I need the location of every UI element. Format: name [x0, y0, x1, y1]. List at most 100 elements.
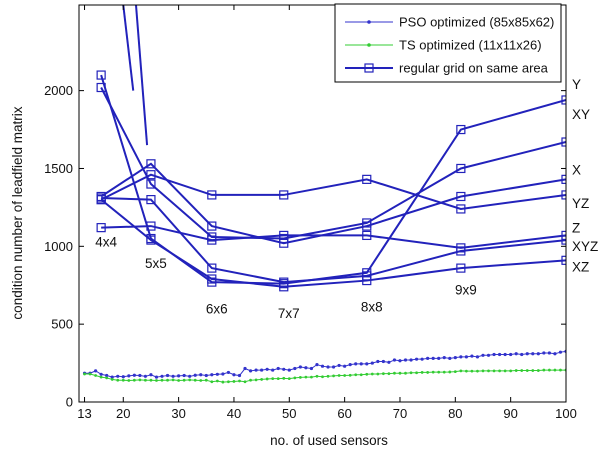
regular-grid-marker	[146, 195, 156, 205]
regular-grid-marker	[561, 190, 566, 200]
ts-point	[464, 369, 468, 373]
ts-point	[553, 368, 557, 372]
axes-frame	[78, 4, 567, 403]
regular-grid-offchart-line	[122, 5, 135, 91]
regular-grid-marker	[207, 190, 217, 200]
pso-point	[453, 356, 457, 360]
pso-point	[553, 352, 557, 356]
pso-point	[315, 363, 319, 367]
series-label-xz: XZ	[572, 259, 589, 274]
pso-point	[215, 372, 219, 376]
regular-grid-marker	[207, 235, 217, 245]
pso-point	[243, 366, 247, 371]
pso-point	[337, 363, 341, 368]
ts-point	[127, 379, 131, 382]
pso-point	[105, 373, 109, 378]
ts-point	[304, 375, 308, 379]
regular-grid-offchart-line	[135, 5, 149, 146]
regular-grid-marker	[207, 221, 217, 231]
series-label-xy: XY	[572, 107, 590, 122]
ts-point	[381, 372, 385, 376]
ts-point	[453, 370, 457, 374]
legend-swatch-marker	[364, 63, 374, 73]
ts-point	[149, 378, 153, 382]
ts-point	[359, 373, 363, 377]
ts-point	[409, 371, 413, 375]
regular-grid-marker	[561, 230, 566, 241]
pso-point	[442, 356, 446, 360]
ts-point	[470, 369, 474, 373]
ts-point	[310, 375, 313, 379]
legend-swatch-marker	[367, 43, 371, 47]
ts-point	[182, 378, 186, 382]
pso-point	[387, 360, 391, 364]
ts-point	[365, 372, 369, 376]
regular-grid-line-y	[100, 74, 566, 285]
regular-grid-marker	[456, 204, 466, 214]
ts-point	[171, 378, 175, 382]
regular-grid-marker	[456, 163, 466, 174]
x-tick-label: 20	[116, 406, 130, 421]
series-label-y: Y	[572, 77, 581, 92]
ts-point	[276, 377, 280, 381]
legend: PSO optimized (85x85x62) TS optimized (11…	[334, 3, 562, 83]
regular-grid-marker	[96, 223, 106, 233]
pso-point	[464, 355, 468, 359]
pso-point	[165, 373, 170, 378]
ts-series-line	[84, 369, 566, 383]
regular-grid-marker	[561, 95, 566, 105]
ts-point	[398, 371, 402, 375]
ts-point	[83, 372, 86, 376]
pso-point	[177, 374, 181, 378]
ts-point	[420, 371, 424, 374]
ts-point	[509, 369, 513, 373]
ts-point	[448, 370, 452, 374]
pso-point	[287, 368, 291, 372]
regular-grid-line-xy	[100, 87, 566, 240]
ts-point	[343, 374, 347, 377]
ts-point	[298, 376, 302, 379]
ts-point	[492, 369, 496, 373]
ts-point	[121, 378, 125, 382]
ts-point	[144, 378, 147, 382]
ts-point	[415, 371, 418, 375]
pso-point	[542, 351, 546, 355]
ts-point	[542, 368, 546, 372]
ts-point	[431, 370, 435, 374]
pso-point	[265, 367, 269, 371]
pso-point	[514, 352, 518, 356]
ts-point	[88, 372, 92, 376]
pso-point	[354, 362, 358, 366]
pso-point	[558, 350, 563, 354]
x-tick-label: 60	[337, 406, 351, 421]
grid-size-annotation: 5x5	[145, 256, 167, 271]
x-tick-label: 100	[555, 406, 577, 421]
grid-size-annotation: 6x6	[206, 301, 228, 316]
pso-point	[160, 374, 164, 378]
series-label-xyz: XYZ	[572, 239, 598, 254]
regular-grid-marker	[561, 137, 566, 147]
regular-grid-marker	[146, 179, 156, 189]
ts-point	[177, 379, 181, 382]
ts-point	[387, 372, 391, 376]
pso-point	[525, 352, 529, 356]
pso-point	[138, 373, 142, 378]
ts-point	[354, 373, 358, 377]
pso-point	[536, 352, 540, 356]
pso-point	[121, 375, 125, 379]
ts-point	[287, 377, 291, 381]
pso-point	[110, 375, 114, 379]
pso-point	[414, 357, 419, 361]
pso-point	[210, 373, 214, 377]
pso-point	[293, 366, 297, 371]
regular-grid-marker	[561, 235, 566, 245]
pso-point	[420, 357, 424, 361]
pso-point	[381, 359, 385, 364]
ts-point	[116, 378, 120, 382]
ts-point	[138, 378, 142, 382]
regular-grid-marker	[561, 174, 566, 184]
pso-point	[392, 358, 397, 362]
pso-point	[437, 356, 441, 361]
ts-point	[547, 368, 551, 372]
